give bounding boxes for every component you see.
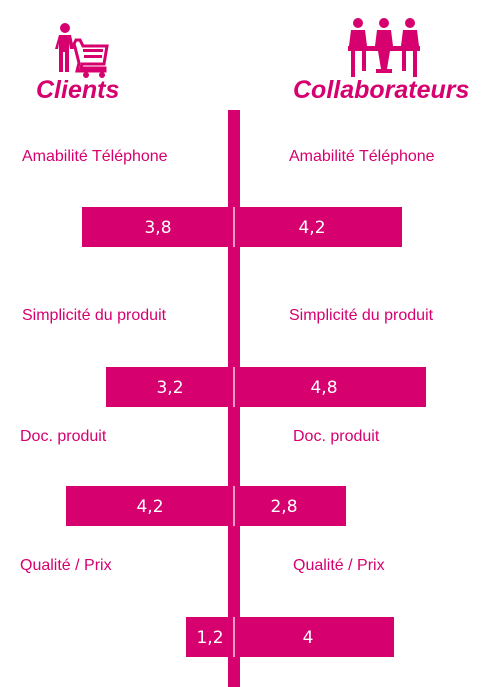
bar-collaborateurs	[234, 486, 346, 526]
category-label-right: Doc. produit	[293, 428, 380, 445]
category-label-left: Amabilité Téléphone	[22, 148, 168, 165]
value-label-collaborateurs: 4,2	[298, 218, 325, 238]
series-header-clients: Clients	[36, 76, 120, 104]
value-label-clients: 1,2	[196, 628, 223, 648]
bar-clients	[186, 617, 234, 657]
value-label-collaborateurs: 4	[303, 628, 314, 648]
value-label-collaborateurs: 2,8	[270, 497, 297, 517]
bar-collaborateurs	[234, 207, 402, 247]
value-label-collaborateurs: 4,8	[310, 378, 337, 398]
bar-collaborateurs	[234, 367, 426, 407]
value-label-clients: 4,2	[136, 497, 163, 517]
series-header-collaborateurs: Collaborateurs	[293, 76, 470, 104]
bar-clients	[106, 367, 234, 407]
bar-clients	[82, 207, 234, 247]
meeting-team-icon	[348, 18, 420, 77]
category-label-left: Simplicité du produit	[22, 307, 167, 324]
category-label-left: Doc. produit	[20, 428, 107, 445]
bar-clients	[66, 486, 234, 526]
value-label-clients: 3,2	[156, 378, 183, 398]
category-label-right: Simplicité du produit	[289, 307, 434, 324]
bar-separator	[233, 486, 235, 526]
category-label-left: Qualité / Prix	[20, 557, 112, 574]
bar-separator	[233, 207, 235, 247]
bar-collaborateurs	[234, 617, 394, 657]
shopping-cart-person-icon	[55, 23, 109, 78]
bar-separator	[233, 367, 235, 407]
category-label-right: Amabilité Téléphone	[289, 148, 435, 165]
category-label-right: Qualité / Prix	[293, 557, 385, 574]
value-label-clients: 3,8	[144, 218, 171, 238]
bar-separator	[233, 617, 235, 657]
